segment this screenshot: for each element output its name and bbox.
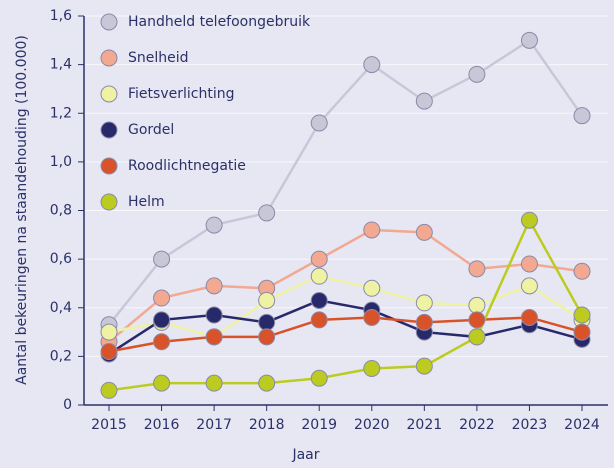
series-line (108, 316, 583, 353)
data-point (363, 56, 381, 74)
y-tick-label: 0 (63, 397, 72, 413)
y-tick-label: 1,4 (50, 57, 72, 73)
data-point (363, 308, 381, 326)
series-line (108, 274, 583, 339)
x-tick-label: 2021 (407, 417, 443, 433)
data-point (310, 250, 328, 268)
data-point (258, 313, 276, 331)
legend-label: Handheld telefoongebruik (128, 14, 311, 30)
data-point (573, 262, 591, 280)
legend-label: Roodlichtnegatie (128, 158, 246, 174)
data-point (258, 291, 276, 309)
series-line (108, 228, 583, 343)
data-point (363, 279, 381, 297)
series-line (108, 299, 583, 355)
x-tick-label: 2019 (301, 417, 337, 433)
x-tick-label: 2020 (354, 417, 390, 433)
data-point (468, 328, 486, 346)
data-point (100, 343, 118, 361)
y-tick-label: 0,2 (50, 348, 72, 364)
legend-label: Gordel (128, 122, 174, 138)
y-axis-label: Aantal bekeuringen na staandehouding (10… (14, 35, 30, 385)
data-point (520, 277, 538, 295)
data-point (205, 277, 223, 295)
legend-marker (100, 193, 118, 211)
legend-marker (100, 13, 118, 31)
y-tick-label: 0,6 (50, 251, 72, 267)
data-point (310, 114, 328, 132)
x-tick-label: 2018 (249, 417, 285, 433)
legend-marker (100, 49, 118, 67)
data-point (100, 323, 118, 341)
data-point (415, 357, 433, 375)
data-point (310, 267, 328, 285)
data-point (520, 255, 538, 273)
series-line (108, 38, 584, 326)
y-tick-label: 1,2 (50, 105, 72, 121)
data-point (468, 311, 486, 329)
data-point (205, 328, 223, 346)
data-point (153, 289, 171, 307)
data-point (415, 313, 433, 331)
x-tick-label: 2022 (459, 417, 495, 433)
data-point (573, 306, 591, 324)
data-point (310, 369, 328, 387)
data-point (520, 31, 538, 49)
legend-label: Snelheid (128, 50, 189, 66)
data-point (258, 328, 276, 346)
y-tick-label: 0,8 (50, 203, 72, 219)
data-point (520, 211, 538, 229)
data-point (310, 311, 328, 329)
data-point (153, 333, 171, 351)
y-tick-label: 1,6 (50, 8, 72, 24)
data-point (258, 374, 276, 392)
data-point (363, 221, 381, 239)
data-point (573, 107, 591, 125)
legend-marker (100, 157, 118, 175)
data-point (205, 374, 223, 392)
legend-label: Fietsverlichting (128, 86, 234, 102)
data-point (258, 204, 276, 222)
data-point (415, 223, 433, 241)
data-point (468, 296, 486, 314)
data-point (205, 306, 223, 324)
data-point (153, 374, 171, 392)
data-point (573, 323, 591, 341)
data-point (310, 291, 328, 309)
x-tick-label: 2017 (196, 417, 232, 433)
data-point (468, 65, 486, 83)
legend-marker (100, 121, 118, 139)
data-point (363, 360, 381, 378)
data-point (415, 294, 433, 312)
series-line (108, 217, 584, 392)
x-tick-label: 2016 (144, 417, 180, 433)
data-point (153, 250, 171, 268)
data-point (100, 381, 118, 399)
x-tick-label: 2024 (564, 417, 600, 433)
data-point (520, 308, 538, 326)
x-tick-label: 2015 (91, 417, 127, 433)
data-point (415, 92, 433, 110)
data-point (468, 260, 486, 278)
y-tick-label: 0,4 (50, 300, 72, 316)
data-point (153, 311, 171, 329)
legend-label: Helm (128, 194, 165, 210)
legend-marker (100, 85, 118, 103)
x-axis-label: Jaar (291, 447, 319, 463)
y-tick-label: 1,0 (50, 154, 72, 170)
data-point (205, 216, 223, 234)
x-tick-label: 2023 (512, 417, 548, 433)
